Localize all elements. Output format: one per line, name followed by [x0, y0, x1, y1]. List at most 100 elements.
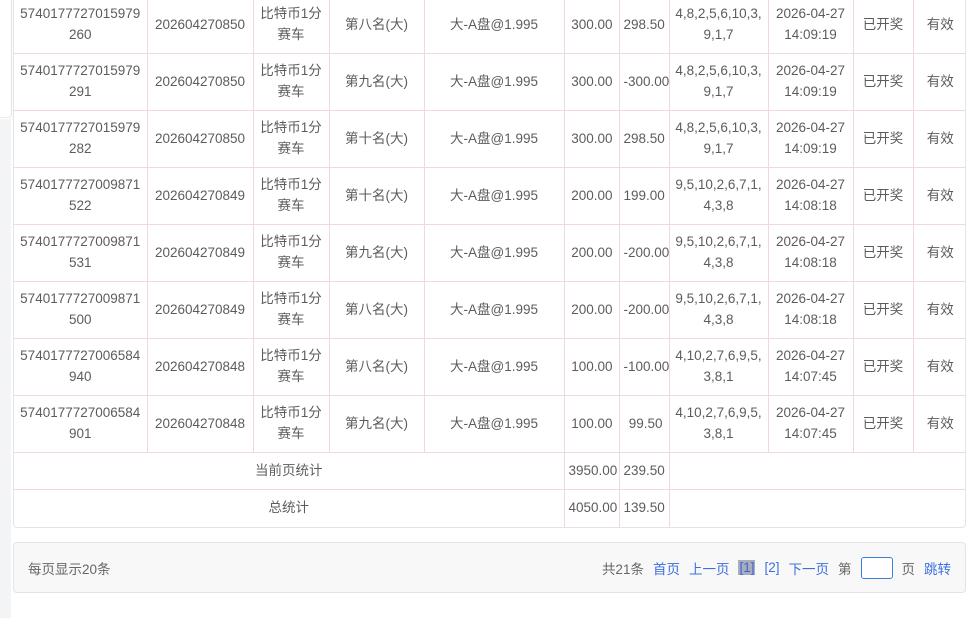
- cell-game: 比特币1分赛车: [252, 0, 330, 54]
- cell-period: 202604270849: [146, 167, 254, 225]
- cell-valid: 有效: [912, 167, 965, 225]
- cell-period: 202604270850: [146, 0, 254, 54]
- next-page-link[interactable]: 下一页: [788, 561, 830, 577]
- cell-order-id: 5740177727006584940: [14, 338, 148, 396]
- cell-time: 2026-04-27 14:09:19: [767, 53, 854, 111]
- pagination-controls: 共21条 首页 上一页 [1] [2] 下一页 第 页 跳转: [601, 556, 951, 579]
- cell-profit: 298.50: [618, 110, 670, 168]
- bet-records-table-panel: 5740177727015979260 202604270850 比特币1分赛车…: [13, 0, 966, 528]
- cell-game: 比特币1分赛车: [252, 53, 330, 111]
- total-summary-row: 总统计 4050.00 139.50: [14, 489, 965, 527]
- cell-amount: 200.00: [563, 224, 620, 282]
- page-number-1-current[interactable]: [1]: [738, 560, 756, 575]
- cell-profit: 99.50: [618, 395, 670, 453]
- cell-order-id: 5740177727009871522: [14, 167, 148, 225]
- cell-period: 202604270850: [146, 53, 254, 111]
- cell-time: 2026-04-27 14:08:18: [767, 224, 854, 282]
- cell-period: 202604270849: [146, 281, 254, 339]
- cell-status: 已开奖: [852, 281, 914, 339]
- first-page-link[interactable]: 首页: [652, 561, 680, 577]
- total-summary-amount: 4050.00: [563, 489, 620, 527]
- total-count-label: 共21条: [601, 561, 644, 577]
- cell-play: 大-A盘@1.995: [423, 110, 565, 168]
- cell-result: 4,10,2,7,6,9,5,3,8,1: [668, 338, 769, 396]
- cell-profit: -100.00: [618, 338, 670, 396]
- cell-status: 已开奖: [852, 167, 914, 225]
- page-summary-label: 当前页统计: [14, 452, 565, 490]
- cell-play: 大-A盘@1.995: [423, 281, 565, 339]
- jump-prefix-label: 第: [838, 561, 852, 577]
- cell-status: 已开奖: [852, 0, 914, 54]
- table-row: 5740177727015979291 202604270850 比特币1分赛车…: [14, 53, 965, 111]
- cell-profit: -200.00: [618, 281, 670, 339]
- cell-valid: 有效: [912, 110, 965, 168]
- cell-bet: 第八名(大): [328, 281, 425, 339]
- total-summary-profit: 139.50: [618, 489, 670, 527]
- cell-order-id: 5740177727006584901: [14, 395, 148, 453]
- cell-order-id: 5740177727009871531: [14, 224, 148, 282]
- table-row: 5740177727009871531 202604270849 比特币1分赛车…: [14, 224, 965, 282]
- cell-status: 已开奖: [852, 224, 914, 282]
- cell-valid: 有效: [912, 281, 965, 339]
- cell-amount: 300.00: [563, 110, 620, 168]
- cell-play: 大-A盘@1.995: [423, 0, 565, 54]
- cell-profit: 199.00: [618, 167, 670, 225]
- page-number-2[interactable]: [2]: [764, 560, 780, 575]
- cell-bet: 第十名(大): [328, 167, 425, 225]
- cell-result: 9,5,10,2,6,7,1,4,3,8: [668, 224, 769, 282]
- cell-play: 大-A盘@1.995: [423, 224, 565, 282]
- cell-valid: 有效: [912, 0, 965, 54]
- page-jump-input[interactable]: [860, 556, 893, 579]
- cell-time: 2026-04-27 14:09:19: [767, 110, 854, 168]
- cell-period: 202604270848: [146, 395, 254, 453]
- cell-play: 大-A盘@1.995: [423, 167, 565, 225]
- table-row: 5740177727015979260 202604270850 比特币1分赛车…: [14, 0, 965, 54]
- cell-bet: 第九名(大): [328, 53, 425, 111]
- cell-time: 2026-04-27 14:07:45: [767, 395, 854, 453]
- cell-amount: 200.00: [563, 167, 620, 225]
- cell-amount: 100.00: [563, 395, 620, 453]
- table-row: 5740177727009871522 202604270849 比特币1分赛车…: [14, 167, 965, 225]
- prev-page-link[interactable]: 上一页: [688, 561, 730, 577]
- cell-amount: 300.00: [563, 53, 620, 111]
- cell-period: 202604270848: [146, 338, 254, 396]
- cell-game: 比特币1分赛车: [252, 224, 330, 282]
- per-page-label: 每页显示20条: [28, 561, 111, 577]
- cell-result: 4,8,2,5,6,10,3,9,1,7: [668, 53, 769, 111]
- cell-bet: 第九名(大): [328, 395, 425, 453]
- cell-order-id: 5740177727015979291: [14, 53, 148, 111]
- page-summary-empty: [668, 452, 965, 490]
- table-row: 5740177727009871500 202604270849 比特币1分赛车…: [14, 281, 965, 339]
- bet-records-table: 5740177727015979260 202604270850 比特币1分赛车…: [14, 0, 965, 527]
- jump-suffix-label: 页: [901, 561, 916, 577]
- cell-game: 比特币1分赛车: [252, 167, 330, 225]
- page-summary-profit: 239.50: [618, 452, 670, 490]
- cell-profit: 298.50: [618, 0, 670, 54]
- cell-status: 已开奖: [852, 395, 914, 453]
- cell-period: 202604270849: [146, 224, 254, 282]
- cell-profit: -300.00: [618, 53, 670, 111]
- cell-order-id: 5740177727015979260: [14, 0, 148, 54]
- page-summary-row: 当前页统计 3950.00 239.50: [14, 452, 965, 490]
- cell-time: 2026-04-27 14:08:18: [767, 281, 854, 339]
- cell-valid: 有效: [912, 395, 965, 453]
- cell-time: 2026-04-27 14:09:19: [767, 0, 854, 54]
- table-row: 5740177727015979282 202604270850 比特币1分赛车…: [14, 110, 965, 168]
- cell-game: 比特币1分赛车: [252, 281, 330, 339]
- cell-bet: 第八名(大): [328, 0, 425, 54]
- cell-valid: 有效: [912, 224, 965, 282]
- pagination-bar: 每页显示20条 共21条 首页 上一页 [1] [2] 下一页 第 页 跳转: [13, 542, 966, 593]
- cell-time: 2026-04-27 14:08:18: [767, 167, 854, 225]
- cell-game: 比特币1分赛车: [252, 110, 330, 168]
- cell-result: 4,8,2,5,6,10,3,9,1,7: [668, 0, 769, 54]
- total-summary-label: 总统计: [14, 489, 565, 527]
- page-background-strip: [0, 119, 11, 618]
- cell-order-id: 5740177727009871500: [14, 281, 148, 339]
- jump-button[interactable]: 跳转: [924, 561, 951, 577]
- cell-time: 2026-04-27 14:07:45: [767, 338, 854, 396]
- cell-bet: 第九名(大): [328, 224, 425, 282]
- cell-valid: 有效: [912, 53, 965, 111]
- cell-profit: -200.00: [618, 224, 670, 282]
- left-panel-edge: [0, 0, 12, 118]
- cell-amount: 100.00: [563, 338, 620, 396]
